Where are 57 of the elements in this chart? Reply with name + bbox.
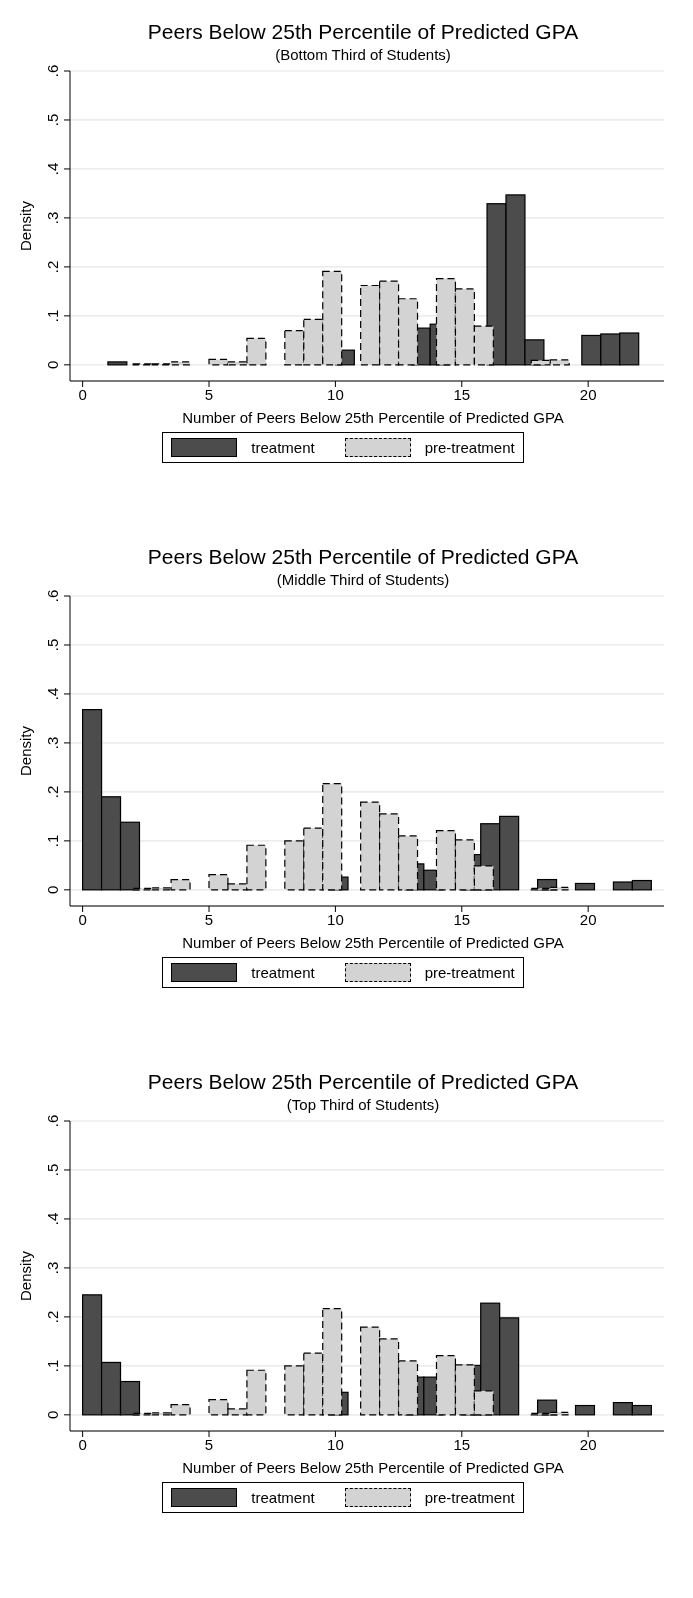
x-axis-title: Number of Peers Below 25th Percentile of Predicted GPA — [181, 934, 565, 951]
y-tick-label: .4 — [44, 687, 61, 701]
y-axis-title: Density — [17, 725, 35, 777]
legend-label: treatment — [251, 964, 315, 981]
y-tick-label: .1 — [44, 1359, 61, 1373]
legend-label: pre-treatment — [424, 964, 515, 981]
y-tick-label: .4 — [44, 162, 61, 176]
x-axis-title: Number of Peers Below 25th Percentile of Predicted GPA — [181, 409, 565, 426]
x-tick-label: 20 — [579, 1435, 597, 1453]
y-tick-label: .3 — [44, 211, 61, 225]
x-tick-label: 5 — [204, 910, 214, 928]
y-tick-label: .5 — [44, 1163, 61, 1177]
y-axis-title: Density — [17, 200, 35, 252]
x-tick-label: 0 — [78, 910, 87, 928]
chart-title: Peers Below 25th Percentile of Predicted GPA — [146, 1070, 580, 1094]
x-tick-label: 5 — [204, 385, 214, 403]
x-tick-label: 0 — [78, 385, 87, 403]
x-tick-label: 10 — [327, 910, 344, 928]
y-tick-label: .3 — [44, 736, 61, 750]
bar — [574, 1404, 596, 1416]
y-tick-label: .4 — [44, 1212, 61, 1226]
y-tick-label: .5 — [44, 113, 61, 127]
x-tick-label: 15 — [453, 1435, 471, 1453]
legend-label: treatment — [251, 439, 315, 456]
x-tick-label: 0 — [78, 1435, 87, 1453]
y-tick-label: .6 — [44, 64, 61, 78]
y-tick-label: .6 — [44, 1114, 61, 1128]
legend-label: pre-treatment — [424, 439, 515, 456]
x-axis-title: Number of Peers Below 25th Percentile of Predicted GPA — [181, 1459, 565, 1476]
x-tick-label: 5 — [204, 1435, 214, 1453]
y-tick-label: .2 — [44, 1310, 61, 1324]
y-tick-label: .3 — [44, 1261, 61, 1275]
x-tick-label: 10 — [327, 385, 344, 403]
legend-label: pre-treatment — [424, 1489, 515, 1506]
legend-label: treatment — [251, 1489, 315, 1506]
y-tick-label: 0 — [44, 1410, 61, 1420]
y-axis-title: Density — [17, 1250, 35, 1302]
y-tick-label: .6 — [44, 589, 61, 603]
y-tick-label: 0 — [44, 885, 61, 895]
y-tick-label: 0 — [44, 360, 61, 370]
x-tick-label: 20 — [579, 385, 597, 403]
bar — [107, 361, 128, 366]
chart-subtitle: (Top Third of Students) — [285, 1096, 441, 1113]
x-tick-label: 15 — [453, 385, 471, 403]
y-tick-label: .1 — [44, 309, 61, 323]
chart-subtitle: (Bottom Third of Students) — [274, 46, 452, 63]
bar — [574, 882, 596, 891]
x-tick-label: 15 — [453, 910, 471, 928]
x-tick-label: 10 — [327, 1435, 344, 1453]
y-tick-label: .1 — [44, 834, 61, 848]
chart-subtitle: (Middle Third of Students) — [275, 571, 451, 588]
y-tick-label: .5 — [44, 638, 61, 652]
y-tick-label: .2 — [44, 785, 61, 799]
x-tick-label: 20 — [579, 910, 597, 928]
y-tick-label: .2 — [44, 260, 61, 274]
chart-title: Peers Below 25th Percentile of Predicted GPA — [146, 545, 580, 569]
chart-title: Peers Below 25th Percentile of Predicted GPA — [146, 20, 580, 44]
